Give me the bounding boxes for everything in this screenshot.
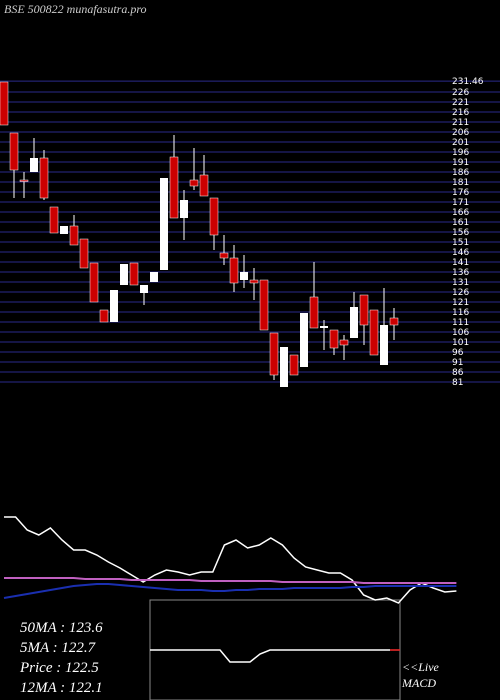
candle-body: [150, 272, 158, 282]
y-tick-label: 111: [452, 318, 469, 328]
y-tick-label: 206: [452, 128, 469, 138]
candle-body: [9, 132, 19, 171]
candle-body: [79, 238, 89, 269]
candle-body: [30, 158, 38, 172]
candle-body: [60, 226, 68, 234]
y-tick-label: 181: [452, 178, 469, 188]
candle-body: [359, 294, 369, 326]
y-tick-label: 161: [452, 218, 469, 228]
y-tick-label: 96: [452, 348, 464, 358]
y-tick-label: 231.46: [452, 77, 484, 87]
y-tick-label: 126: [452, 288, 469, 298]
y-tick-label: 216: [452, 108, 469, 118]
candle-body: [329, 329, 339, 349]
y-tick-label: 146: [452, 248, 469, 258]
y-tick-label: 171: [452, 198, 469, 208]
y-tick-label: 121: [452, 298, 469, 308]
candle-body: [129, 262, 139, 286]
candle-body: [339, 339, 349, 346]
y-tick-label: 131: [452, 278, 469, 288]
candle-body: [199, 174, 209, 197]
candle-body: [189, 179, 199, 187]
candle-body: [249, 279, 259, 284]
candle-body: [269, 332, 279, 376]
candle-body: [0, 81, 9, 126]
candle-body: [229, 257, 239, 284]
y-tick-label: 86: [452, 368, 464, 378]
macd-line: [150, 649, 400, 663]
candle-body: [19, 179, 29, 182]
indicator-line: [4, 577, 457, 584]
candle-body: [309, 296, 319, 329]
y-tick-label: 201: [452, 138, 469, 148]
candle-body: [320, 326, 328, 328]
candle-body: [49, 206, 59, 234]
ma50-label: 50MA : 123.6: [20, 620, 103, 636]
y-tick-label: 136: [452, 268, 469, 278]
y-tick-label: 176: [452, 188, 469, 198]
ma12-label: 12MA : 122.1: [20, 680, 103, 696]
indicator-line: [3, 583, 457, 599]
candle-body: [389, 317, 399, 326]
ma5-label: 5MA : 122.7: [20, 640, 97, 656]
candle-body: [120, 264, 128, 285]
y-tick-label: 101: [452, 338, 469, 348]
y-tick-label: 166: [452, 208, 469, 218]
candle-body: [69, 225, 79, 246]
candle-body: [110, 290, 118, 322]
y-tick-label: 81: [452, 378, 463, 388]
y-tick-label: 91: [452, 358, 463, 368]
macd-label: MACD: [401, 676, 436, 690]
candle-body: [219, 252, 229, 259]
candle-body: [289, 354, 299, 376]
candle-body: [259, 279, 269, 331]
candle-body: [240, 272, 248, 280]
candle-body: [140, 285, 148, 293]
y-tick-label: 211: [452, 118, 469, 128]
y-tick-label: 106: [452, 328, 469, 338]
y-tick-label: 151: [452, 238, 469, 248]
candle-body: [350, 307, 358, 338]
candle-body: [209, 197, 219, 236]
candle-body: [380, 325, 388, 365]
live-link[interactable]: <<Live: [402, 660, 440, 674]
y-tick-label: 141: [452, 258, 469, 268]
candle-body: [160, 178, 168, 270]
candle-body: [89, 262, 99, 303]
chart-title: BSE 500822 munafasutra.pro: [4, 2, 147, 16]
y-tick-label: 116: [452, 308, 469, 318]
y-tick-label: 186: [452, 168, 469, 178]
candle-body: [169, 156, 179, 219]
y-tick-label: 221: [452, 98, 469, 108]
price-label: Price : 122.5: [19, 660, 99, 676]
y-tick-label: 196: [452, 148, 469, 158]
candle-body: [39, 157, 49, 199]
y-tick-label: 191: [452, 158, 469, 168]
candle-body: [369, 309, 379, 356]
candle-body: [99, 309, 109, 323]
y-tick-label: 156: [452, 228, 469, 238]
y-tick-label: 226: [452, 88, 469, 98]
candle-body: [180, 200, 188, 218]
candle-body: [300, 313, 308, 367]
candle-body: [280, 347, 288, 387]
indicator-line: [4, 516, 457, 604]
